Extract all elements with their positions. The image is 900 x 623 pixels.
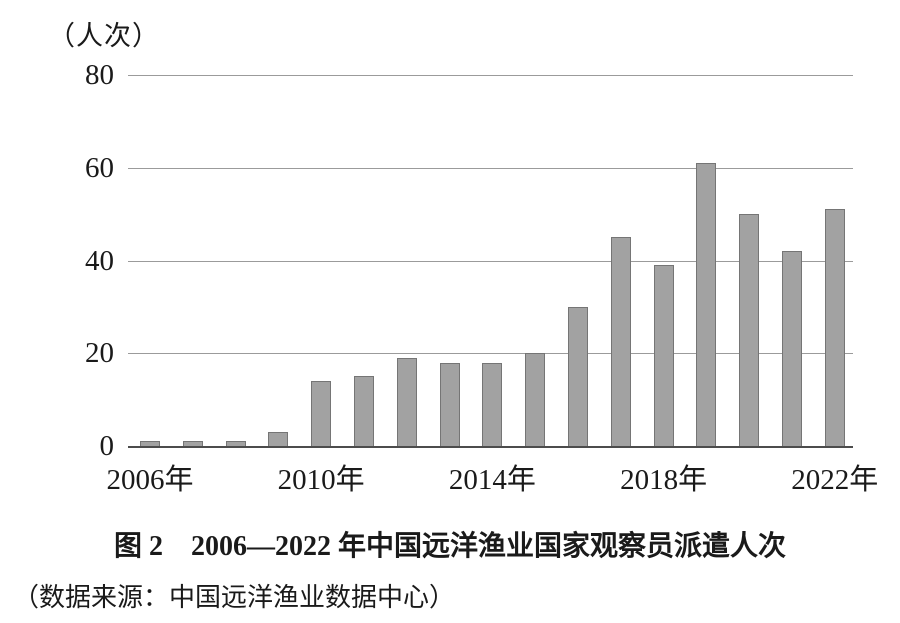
bar-2012 — [396, 358, 417, 446]
bar-2010 — [311, 381, 332, 446]
bar-2009 — [268, 432, 289, 446]
y-tick-label-0: 0 — [99, 430, 115, 462]
figure-source: （数据来源：中国远洋渔业数据中心） — [13, 583, 456, 612]
bar-2018 — [653, 265, 674, 446]
x-tick-label-2022: 2022年 — [791, 464, 879, 496]
y-tick-label-80: 80 — [85, 59, 114, 91]
y-tick-label-60: 60 — [85, 151, 114, 184]
bar-2022 — [824, 209, 845, 446]
x-tick-label-2010: 2010年 — [277, 464, 365, 496]
bar-2021 — [782, 251, 802, 446]
chart-region: 0 20 40 60 80 2006年 2010年 2014年 2018年 2022年 — [85, 59, 879, 497]
x-tick-label-2014: 2014年 — [448, 464, 536, 496]
bar-2019 — [696, 163, 717, 446]
y-tick-label-20: 20 — [85, 337, 114, 370]
bar-2015 — [525, 353, 546, 446]
bar-2013 — [439, 363, 460, 446]
gridline-40 — [128, 260, 853, 262]
gridline-60 — [128, 167, 853, 169]
bar-2014 — [482, 363, 503, 446]
bar-2007 — [182, 441, 203, 446]
bar-2016 — [568, 307, 588, 446]
y-axis-unit-label: （人次） — [48, 21, 160, 51]
gridline-80 — [128, 75, 853, 76]
bar-2020 — [739, 214, 760, 446]
x-tick-label-2018: 2018年 — [620, 464, 708, 496]
figure-caption: 图 2 2006—2022 年中国远洋渔业国家观察员派遣人次 — [113, 531, 786, 562]
bar-2006 — [140, 441, 160, 446]
bar-2011 — [354, 376, 374, 446]
bar-2017 — [610, 237, 631, 446]
bar-2008 — [225, 441, 246, 446]
bar-chart-plot-area — [128, 75, 853, 448]
y-tick-label-40: 40 — [85, 244, 114, 277]
x-tick-label-2006: 2006年 — [106, 464, 194, 496]
gridline-20 — [128, 353, 853, 355]
